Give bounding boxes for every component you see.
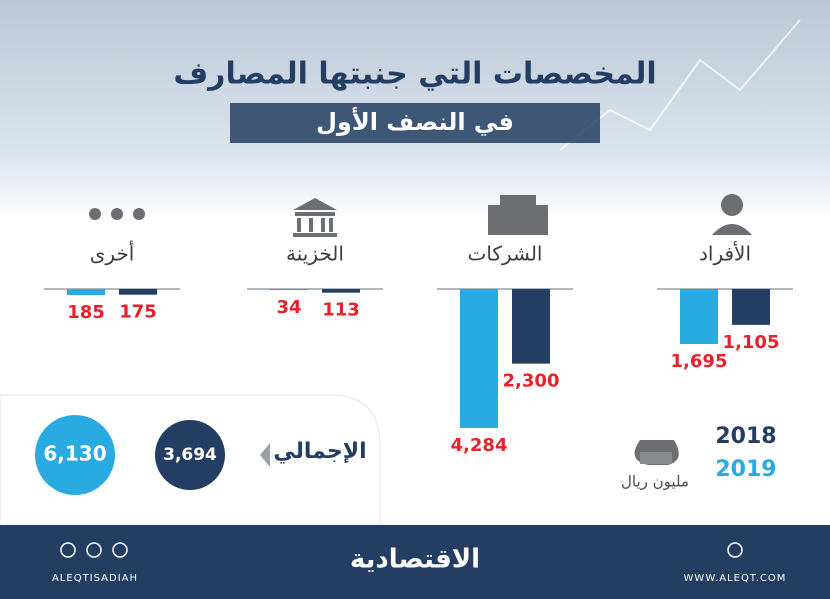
value-label: 185 [67,302,105,323]
logo: الاقتصادية [350,545,480,575]
value-label: 4,284 [451,435,508,456]
total-circle [155,420,225,490]
category-label: الشركات [468,242,543,266]
bar [119,289,157,295]
bar [322,289,360,293]
bar [680,289,718,344]
value-label: 175 [119,302,157,323]
category-label: الأفراد [699,242,751,266]
decor-line [559,19,801,151]
bar [67,289,105,296]
subtitle-band [230,103,600,143]
value-label: 1,695 [671,351,728,372]
value-label: 1,105 [723,332,780,353]
title: المخصصات التي جنبتها المصارف [173,57,656,92]
bar [460,289,498,428]
social-icons [60,542,743,558]
bar [732,289,770,325]
value-label: 113 [322,300,360,321]
total-value: 3,694 [163,445,217,465]
category-label: أخرى [90,241,135,266]
category-label: الخزينة [286,242,344,266]
total-value: 6,130 [43,442,106,466]
total-title: الإجمالي [273,439,366,464]
website: WWW.ALEQT.COM [684,573,787,584]
legend-entry: 2018 [715,424,776,449]
legend-entry: 2019 [715,457,776,482]
total-arrow [260,443,270,467]
subtitle: في النصف الأول [316,107,514,136]
footer [0,525,830,599]
bar [512,289,550,364]
value-label: 2,300 [503,371,560,392]
handle: ALEQTISADIAH [52,573,138,584]
value-label: 34 [276,297,301,318]
icons [89,194,752,465]
unit: مليون ريال [621,473,689,491]
bar [270,289,308,291]
total-circle [35,415,115,495]
